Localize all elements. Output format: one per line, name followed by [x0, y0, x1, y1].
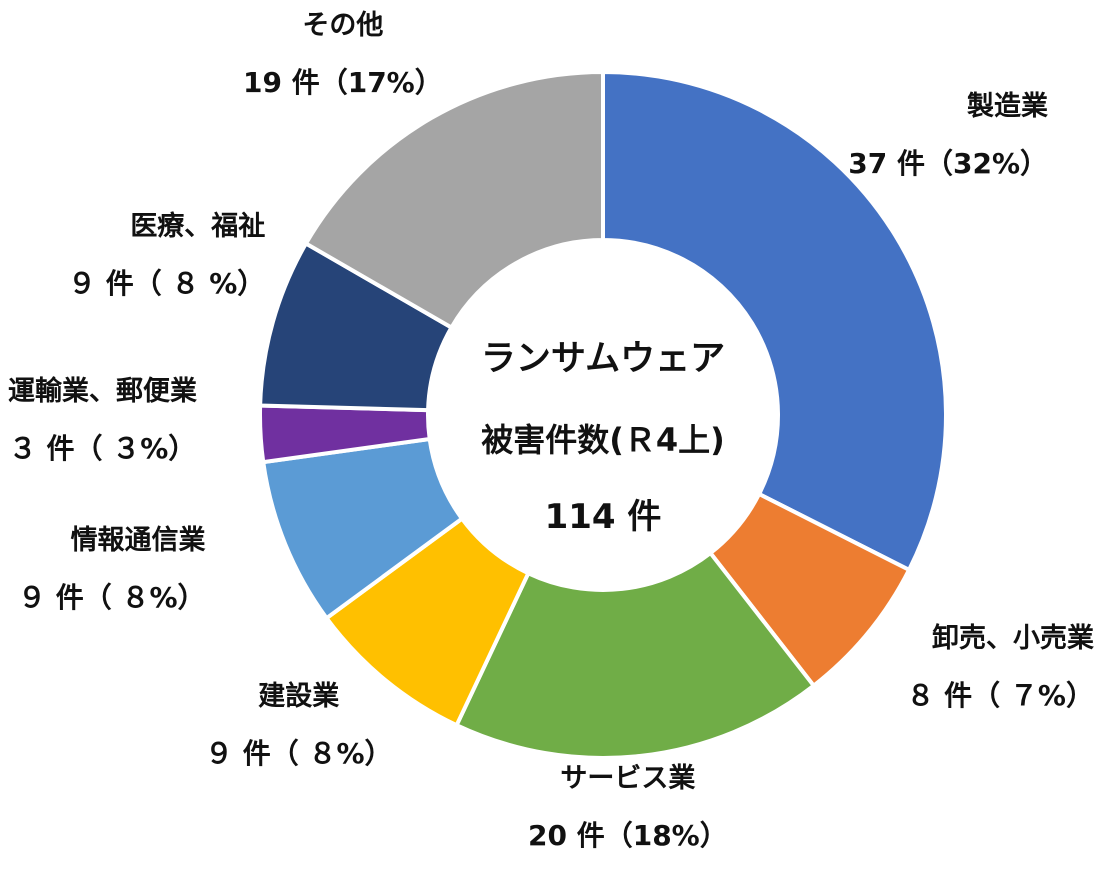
category-name: サービス業 [560, 763, 696, 794]
slice-manufacturing [601, 69, 948, 573]
category-count: ３ 件（ ３%） [8, 432, 197, 465]
category-count: ９ 件（ ８%） [205, 737, 393, 770]
category-name: 情報通信業 [70, 525, 206, 556]
center-title-line-1: ランサムウェア [480, 339, 726, 379]
category-count: ９ 件（ ８%） [18, 581, 206, 614]
category-count: ９ 件（ ８ %） [68, 267, 266, 300]
category-count: ８ 件（ ７%） [906, 679, 1094, 712]
slice-label-wholesale-retail: 卸売、小売業 ８ 件（ ７%） [906, 625, 1094, 710]
category-name: 卸売、小売業 [932, 623, 1094, 654]
slice-services [453, 550, 817, 760]
center-title-line-2: 被害件数(Ｒ4上) [481, 421, 725, 459]
slice-label-construction: 建設業 ９ 件（ ８%） [205, 683, 393, 768]
category-count: 20 件（18%） [528, 819, 728, 852]
category-name: 建設業 [258, 681, 340, 712]
slice-other [303, 69, 605, 331]
category-name: 運輸業、郵便業 [8, 376, 197, 407]
slice-label-manufacturing: 製造業 37 件（32%） [848, 93, 1048, 178]
slice-label-transport-postal: 運輸業、郵便業 ３ 件（ ３%） [8, 378, 197, 463]
category-count: 37 件（32%） [848, 147, 1048, 180]
category-count: 19 件（17%） [243, 66, 443, 99]
slice-label-services: サービス業 20 件（18%） [528, 765, 728, 850]
slice-label-other: その他 19 件（17%） [243, 12, 443, 97]
category-name: 医療、福祉 [130, 211, 266, 242]
center-total: 114 件 [544, 497, 662, 537]
category-name: その他 [302, 10, 384, 41]
slice-label-medical-welfare: 医療、福祉 ９ 件（ ８ %） [68, 213, 265, 298]
slice-label-information-communication: 情報通信業 ９ 件（ ８%） [18, 527, 206, 612]
category-name: 製造業 [967, 91, 1048, 122]
